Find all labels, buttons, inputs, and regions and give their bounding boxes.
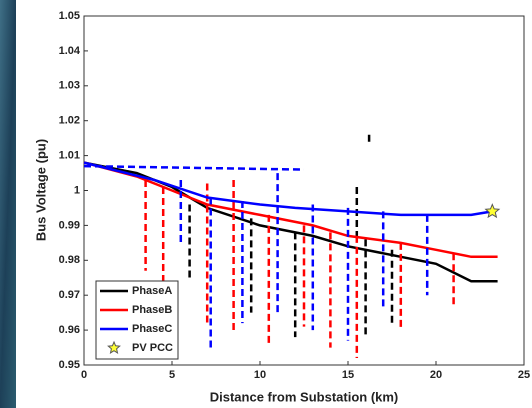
- legend-swatch: [107, 340, 121, 354]
- y-tick-label: 0.96: [59, 324, 80, 336]
- legend-label: PhaseC: [132, 323, 172, 335]
- x-tick-label: 10: [254, 369, 266, 381]
- x-tick-label: 15: [342, 369, 354, 381]
- legend-label: PV PCC: [132, 342, 173, 354]
- y-tick-label: 1.05: [59, 10, 80, 22]
- lateral-line: [144, 180, 455, 358]
- y-axis-label: Bus Voltage (pu): [33, 139, 48, 241]
- y-tick-label: 1: [74, 184, 80, 196]
- background-strip: [0, 0, 16, 408]
- lateral-line: [83, 164, 429, 351]
- y-tick-label: 0.97: [59, 289, 80, 301]
- y-tick-label: 1.04: [59, 45, 81, 57]
- x-tick-label: 0: [81, 369, 87, 381]
- legend-label: PhaseB: [132, 304, 172, 316]
- y-tick-label: 0.99: [59, 219, 80, 231]
- x-tick-label: 25: [518, 369, 530, 381]
- trunk-line: [83, 161, 498, 259]
- trunk-line: [83, 161, 493, 217]
- x-tick-label: 5: [169, 369, 175, 381]
- y-tick-label: 0.98: [59, 254, 80, 266]
- y-tick-label: 1.01: [59, 150, 80, 162]
- pv-marker: [484, 203, 501, 219]
- x-tick-label: 20: [430, 369, 442, 381]
- y-tick-label: 1.02: [59, 115, 80, 127]
- y-tick-label: 0.95: [59, 359, 80, 371]
- y-tick-label: 1.03: [59, 80, 80, 92]
- x-axis-label: Distance from Substation (km): [210, 389, 399, 404]
- legend-label: PhaseA: [132, 285, 172, 297]
